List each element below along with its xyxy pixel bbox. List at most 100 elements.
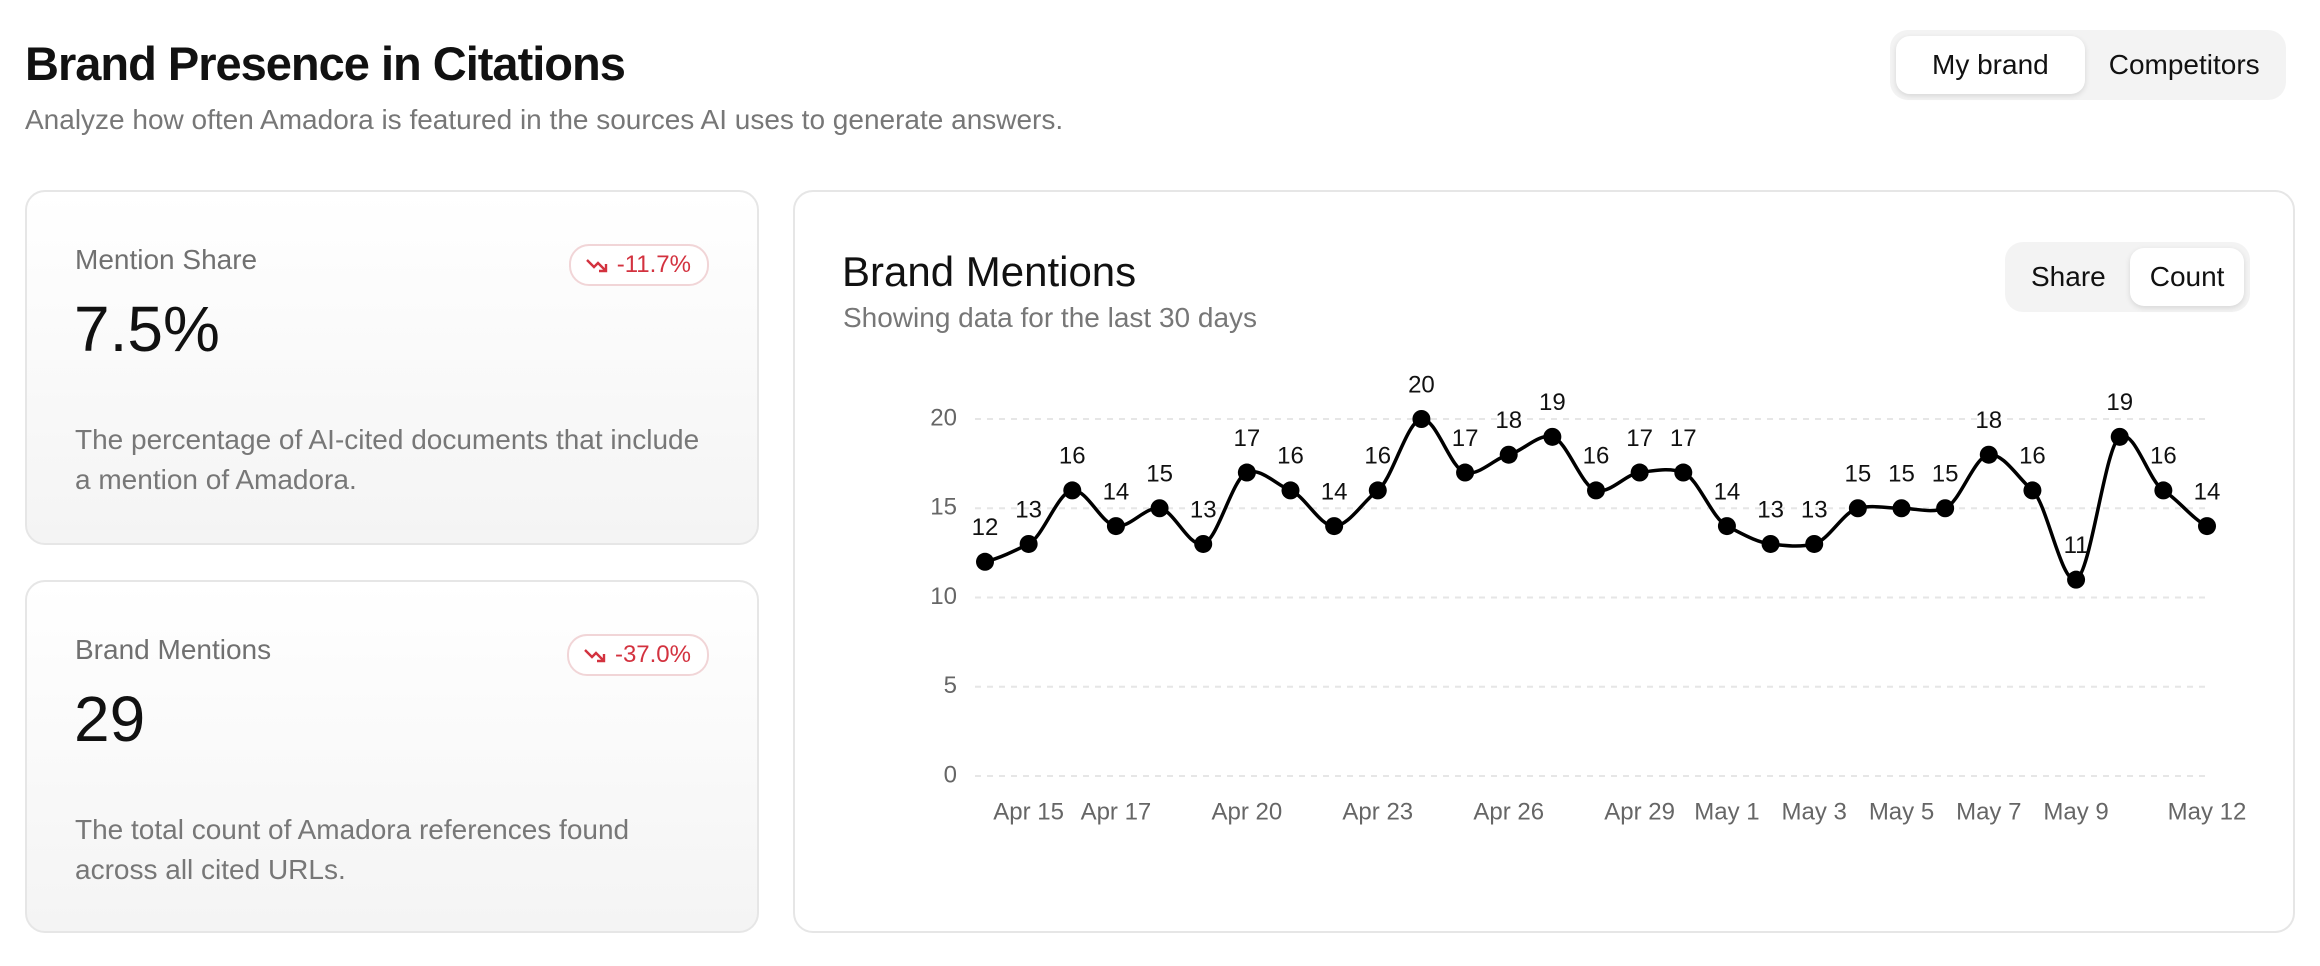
data-point xyxy=(1936,499,1955,518)
metric-toggle: Share Count xyxy=(2005,242,2251,312)
data-label: 14 xyxy=(1321,478,1348,505)
data-label: 14 xyxy=(2194,478,2221,505)
y-tick-label: 20 xyxy=(930,404,957,431)
data-point xyxy=(2067,570,2086,589)
data-label: 13 xyxy=(1015,496,1042,523)
data-label: 16 xyxy=(1583,443,1610,470)
y-tick-label: 0 xyxy=(944,761,957,788)
x-tick-label: Apr 23 xyxy=(1342,798,1413,825)
metric-description: The percentage of AI-cited documents tha… xyxy=(75,424,700,495)
data-label: 11 xyxy=(2064,532,2089,559)
metric-value: 29 xyxy=(74,683,146,755)
data-point xyxy=(2154,481,2173,500)
metric-card: Mention Share 7.5% -11.7% The percentage… xyxy=(25,190,759,545)
line-chart: 0 5 10 15 20 Apr 15 Apr 17 Apr 20 Apr 23 Apr 26 Ap… xyxy=(930,371,2247,825)
data-label: 17 xyxy=(1670,425,1697,452)
data-point xyxy=(1325,517,1344,536)
data-point xyxy=(1805,534,1824,553)
x-tick-label: May 1 xyxy=(1694,798,1759,825)
chart-subtitle: Showing data for the last 30 days xyxy=(843,302,1258,333)
x-tick-label: Apr 15 xyxy=(993,798,1064,825)
metric-label: Mention Share xyxy=(75,244,258,275)
data-label: 18 xyxy=(1975,407,2002,434)
brand-toggle: My brand Competitors xyxy=(1890,30,2286,100)
data-point xyxy=(1150,499,1169,518)
toggle-option[interactable]: Competitors xyxy=(2108,49,2260,80)
data-point xyxy=(1456,463,1475,482)
data-point xyxy=(1587,481,1605,500)
x-tick-label: Apr 29 xyxy=(1604,798,1675,825)
metric-value: 7.5% xyxy=(74,293,220,365)
y-tick-label: 5 xyxy=(944,672,957,699)
data-point xyxy=(1630,463,1649,482)
data-label: 17 xyxy=(1234,425,1261,452)
data-point xyxy=(1848,499,1867,518)
metric-label: Brand Mentions xyxy=(75,634,272,665)
data-label: 14 xyxy=(1103,478,1130,505)
data-label: 15 xyxy=(1845,461,1872,488)
change-value: -11.7% xyxy=(616,251,691,278)
x-tick-label: May 5 xyxy=(1869,798,1934,825)
data-point xyxy=(2198,517,2216,536)
data-label: 18 xyxy=(1495,407,1522,434)
data-point xyxy=(1543,427,1562,446)
change-value: -37.0% xyxy=(614,641,691,668)
data-label: 16 xyxy=(1059,443,1086,470)
chart-card: Brand Mentions Showing data for the last… xyxy=(793,190,2295,933)
data-point xyxy=(1412,410,1431,428)
data-label: 17 xyxy=(1626,425,1653,452)
trend-icon xyxy=(585,259,607,273)
data-label: 15 xyxy=(1932,461,1959,488)
page-subtitle: Analyze how often Amadora is featured in… xyxy=(25,104,1064,135)
data-label: 16 xyxy=(1364,443,1391,470)
toggle-option[interactable]: My brand xyxy=(1896,36,2085,94)
data-point xyxy=(1499,445,1518,464)
data-point xyxy=(976,552,994,571)
data-label: 13 xyxy=(1801,496,1828,523)
data-point xyxy=(1194,534,1213,553)
data-point xyxy=(1019,534,1038,553)
data-label: 20 xyxy=(1408,371,1435,398)
data-label: 12 xyxy=(972,514,999,541)
data-label: 16 xyxy=(2150,443,2177,470)
data-point xyxy=(1717,517,1736,536)
data-point xyxy=(1979,445,1998,464)
data-label: 16 xyxy=(2019,443,2046,470)
y-tick-label: 15 xyxy=(930,494,957,521)
metric-card: Brand Mentions 29 -37.0% The total count… xyxy=(25,580,759,933)
x-tick-label: Apr 26 xyxy=(1473,798,1544,825)
x-tick-label: Apr 17 xyxy=(1081,798,1152,825)
data-point xyxy=(1674,463,1693,482)
data-point xyxy=(1106,517,1125,536)
x-tick-label: May 9 xyxy=(2043,798,2108,825)
data-point xyxy=(1368,481,1387,500)
data-label: 15 xyxy=(1146,461,1173,488)
chart-title: Brand Mentions xyxy=(842,248,1137,295)
toggle-option[interactable]: Share xyxy=(2031,261,2106,292)
data-label: 17 xyxy=(1452,425,1479,452)
data-label: 15 xyxy=(1888,461,1915,488)
data-point xyxy=(1063,481,1082,500)
data-label: 14 xyxy=(1714,478,1741,505)
data-point xyxy=(2023,481,2042,500)
data-label: 19 xyxy=(1539,389,1566,416)
change-badge: -37.0% xyxy=(566,634,709,676)
data-point xyxy=(1892,499,1911,518)
data-label: 13 xyxy=(1190,496,1217,523)
metric-description: The total count of Amadora references fo… xyxy=(75,814,630,885)
data-point xyxy=(1761,534,1780,553)
data-label: 19 xyxy=(2106,389,2133,416)
y-tick-label: 10 xyxy=(930,583,957,610)
x-tick-label: Apr 20 xyxy=(1211,798,1282,825)
data-label: 16 xyxy=(1277,443,1304,470)
change-badge: -11.7% xyxy=(568,244,709,286)
x-tick-label: May 12 xyxy=(2168,798,2247,825)
data-label: 13 xyxy=(1757,496,1784,523)
data-point xyxy=(1281,481,1300,500)
x-tick-label: May 7 xyxy=(1956,798,2021,825)
trend-icon xyxy=(584,649,606,663)
x-tick-label: May 3 xyxy=(1782,798,1847,825)
toggle-option[interactable]: Count xyxy=(2129,248,2245,306)
data-point xyxy=(1237,463,1256,482)
